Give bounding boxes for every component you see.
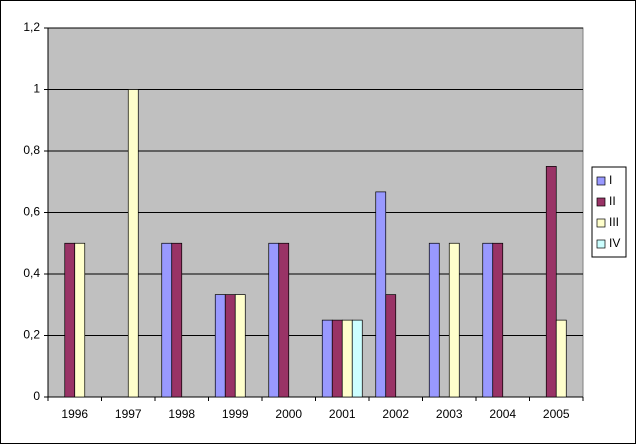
y-tick-label: 1,2 — [23, 20, 40, 34]
bar — [161, 242, 173, 398]
x-tick-label: 1997 — [115, 407, 142, 421]
legend-swatch — [596, 239, 606, 249]
y-tick-label: 1 — [33, 82, 40, 96]
bar — [127, 89, 139, 398]
y-tick-label: 0,6 — [23, 205, 40, 219]
bar — [321, 319, 333, 398]
bar — [234, 294, 246, 398]
legend-swatch — [596, 197, 606, 207]
legend-label: I — [609, 173, 612, 187]
x-tick-label: 1996 — [61, 407, 88, 421]
x-tick-label: 2001 — [329, 407, 356, 421]
bar — [214, 294, 226, 398]
legend-swatch — [596, 218, 606, 228]
bar — [545, 166, 557, 398]
bar — [171, 242, 183, 398]
y-tick-label: 0,4 — [23, 266, 40, 280]
legend-label: IV — [609, 236, 620, 250]
x-tick-label: 1998 — [168, 407, 195, 421]
bar — [268, 242, 280, 398]
legend-label: III — [609, 215, 619, 229]
bar — [428, 242, 440, 398]
bar — [385, 294, 397, 398]
bar — [278, 242, 290, 398]
x-tick-label: 2004 — [489, 407, 516, 421]
x-tick-label: 1999 — [222, 407, 249, 421]
bar — [331, 319, 343, 398]
x-tick-label: 2005 — [543, 407, 570, 421]
x-tick-label: 2003 — [436, 407, 463, 421]
bar — [482, 242, 494, 398]
bar — [448, 242, 460, 398]
y-tick-label: 0,2 — [23, 328, 40, 342]
legend-label: II — [609, 194, 616, 208]
y-tick-label: 0 — [33, 389, 40, 403]
bar — [64, 242, 76, 398]
legend-swatch — [596, 176, 606, 186]
bar — [351, 319, 363, 398]
x-tick-label: 2002 — [382, 407, 409, 421]
bar — [341, 319, 353, 398]
bar — [492, 242, 504, 398]
bar — [224, 294, 236, 398]
bar — [74, 242, 86, 398]
bar — [555, 319, 567, 398]
bar — [375, 191, 387, 398]
x-tick-label: 2000 — [275, 407, 302, 421]
y-tick-label: 0,8 — [23, 143, 40, 157]
